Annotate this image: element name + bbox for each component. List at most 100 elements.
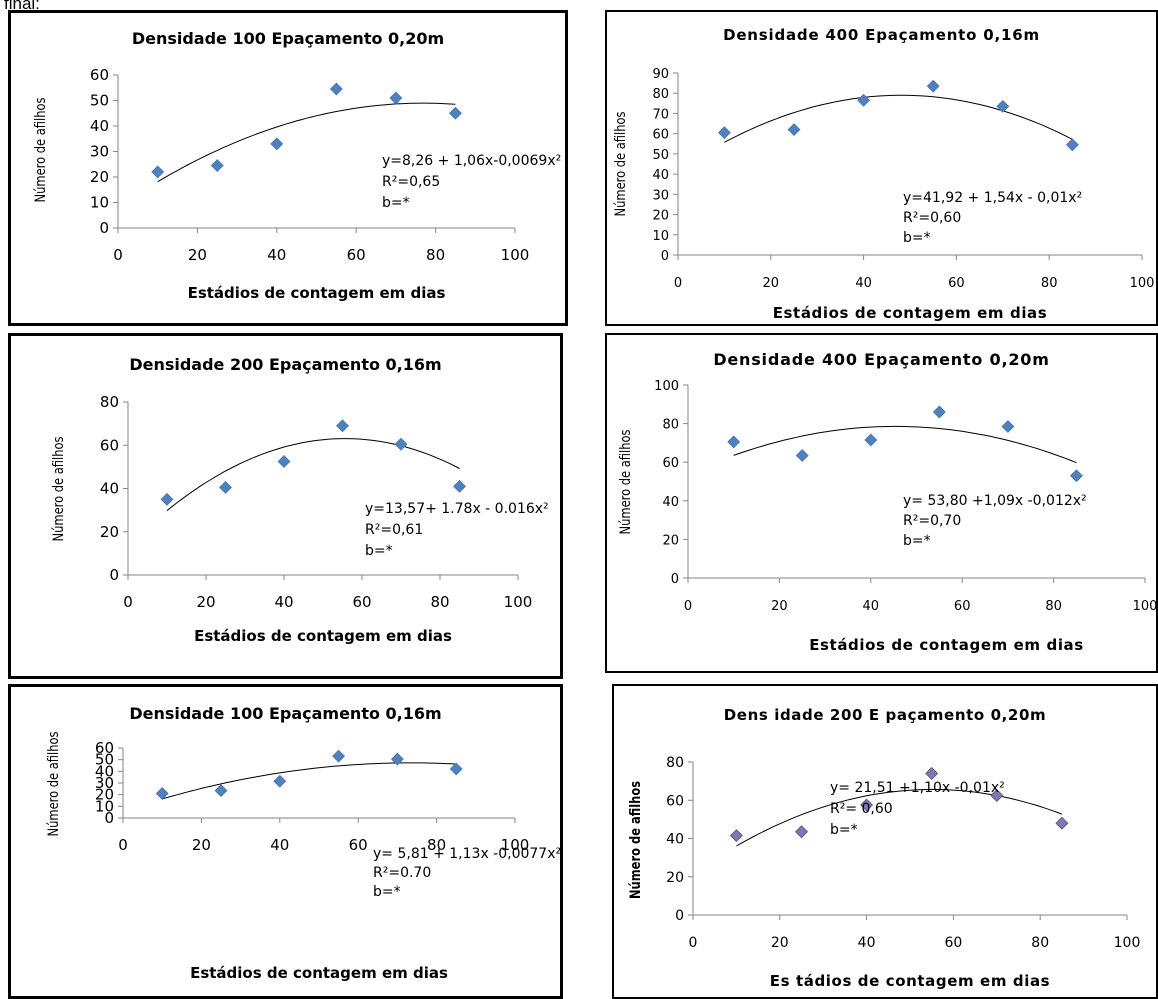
y-tick-label: 20: [95, 786, 114, 804]
significance-label: b=*: [382, 195, 410, 211]
x-tick-label: 20: [196, 593, 215, 611]
chart-title: Dens idade 200 E paçamento 0,20m: [724, 706, 1046, 724]
data-point: [389, 91, 403, 105]
y-tick-label: 80: [100, 393, 119, 411]
y-tick-label: 60: [666, 793, 684, 809]
data-point: [795, 449, 809, 462]
significance-label: b=*: [830, 822, 858, 838]
x-tick-label: 40: [855, 276, 872, 291]
y-tick-label: 40: [666, 832, 684, 848]
data-point: [1055, 816, 1069, 830]
chart-panel-density-400-spacing-016: Densidade 400 Epaçamento 0,16m 0 10 20 30 40 5…: [605, 10, 1158, 326]
data-point: [795, 825, 808, 839]
data-point: [860, 798, 874, 812]
data-point: [336, 419, 349, 433]
r-squared-label: R²=0,65: [382, 174, 440, 190]
x-tick-label: 80: [1031, 935, 1049, 951]
y-tick-label: 40: [652, 168, 669, 183]
y-tick-label: 0: [671, 572, 679, 587]
x-tick-label: 60: [347, 246, 366, 264]
x-axis-label: Es tádios de contagem em dias: [770, 972, 1050, 990]
significance-label: b=*: [903, 533, 931, 549]
data-point: [1001, 420, 1015, 433]
x-tick-label: 60: [948, 276, 965, 291]
chart-panel-density-100-spacing-020: Densidade 100 Epaçamento 0,20m 0 10 20 30 40 5…: [8, 10, 568, 326]
data-point: [277, 455, 291, 468]
x-tick-label: 0: [684, 599, 692, 614]
y-tick-label: 0: [104, 809, 114, 827]
x-tick-label: 0: [123, 593, 133, 611]
y-tick-label: 20: [652, 209, 669, 224]
r-squared-label: R²=0,60: [903, 210, 961, 226]
x-axis-label: Estádios de contagem em dias: [809, 636, 1084, 654]
y-tick-label: 60: [90, 66, 109, 84]
chart-panel-density-400-spacing-020: Densidade 400 Epaçamento 0,20m 0 20 40 60 80 1…: [605, 333, 1158, 673]
chart-title: Densidade 100 Epaçamento 0,16m: [129, 704, 441, 723]
x-tick-label: 0: [118, 836, 128, 854]
y-axis-label: Número de afilhos: [618, 429, 634, 534]
data-point: [394, 437, 408, 451]
data-point: [925, 767, 939, 780]
data-point: [453, 479, 466, 493]
y-tick-label: 40: [100, 480, 119, 498]
y-axis-label: Número de afilhos: [46, 731, 62, 836]
x-axis-label: Estádios de contagem em dias: [190, 964, 448, 982]
y-tick-label: 80: [652, 87, 669, 102]
data-point: [1065, 138, 1079, 152]
x-tick-label: 60: [944, 935, 962, 951]
significance-label: b=*: [903, 230, 931, 246]
y-tick-label: 50: [95, 751, 114, 769]
y-tick-label: 20: [90, 168, 109, 186]
data-point: [990, 789, 1004, 802]
y-tick-label: 40: [90, 117, 109, 135]
y-axis-label: Número de afilhos: [51, 436, 67, 541]
data-point: [390, 752, 404, 766]
y-tick-label: 40: [662, 495, 679, 510]
data-point: [932, 405, 946, 419]
data-point: [449, 762, 463, 776]
data-point: [214, 784, 228, 798]
data-point: [996, 99, 1010, 113]
data-point: [219, 480, 232, 494]
x-axis-label: Estádios de contagem em dias: [773, 304, 1048, 322]
y-tick-label: 10: [95, 797, 114, 815]
data-point: [926, 79, 940, 93]
x-tick-label: 60: [349, 836, 368, 854]
data-point: [864, 433, 878, 447]
y-tick-label: 30: [95, 774, 114, 792]
data-point: [727, 435, 741, 449]
y-tick-label: 100: [654, 379, 679, 394]
x-tick-label: 80: [1041, 276, 1058, 291]
x-tick-label: 100: [501, 836, 530, 854]
chart-title: Densidade 100 Epaçamento 0,20m: [132, 29, 444, 48]
x-tick-label: 80: [430, 593, 449, 611]
x-tick-label: 40: [858, 935, 876, 951]
trend-line: [162, 762, 457, 800]
trend-line: [157, 102, 456, 183]
y-tick-label: 10: [652, 229, 669, 244]
data-point: [329, 82, 343, 96]
data-point: [160, 492, 174, 506]
x-tick-label: 20: [188, 246, 207, 264]
trend-line: [724, 94, 1073, 143]
x-tick-label: 80: [426, 246, 445, 264]
y-tick-label: 30: [90, 143, 109, 161]
y-tick-label: 80: [666, 755, 684, 771]
y-tick-label: 10: [90, 194, 109, 212]
x-axis-label: Estádios de contagem em dias: [194, 627, 452, 645]
r-squared-label: R²= 0,60: [830, 801, 893, 817]
x-tick-label: 100: [1130, 276, 1155, 291]
x-tick-label: 20: [192, 836, 211, 854]
trend-line: [736, 788, 1063, 847]
data-point: [729, 829, 743, 843]
trend-line: [733, 425, 1077, 464]
y-axis-label: Número de afilhos: [613, 111, 629, 216]
x-tick-label: 20: [763, 276, 780, 291]
y-tick-label: 20: [100, 523, 119, 541]
chart-title: Densidade 400 Epaçamento 0,20m: [713, 350, 1049, 369]
y-tick-label: 0: [109, 566, 119, 584]
